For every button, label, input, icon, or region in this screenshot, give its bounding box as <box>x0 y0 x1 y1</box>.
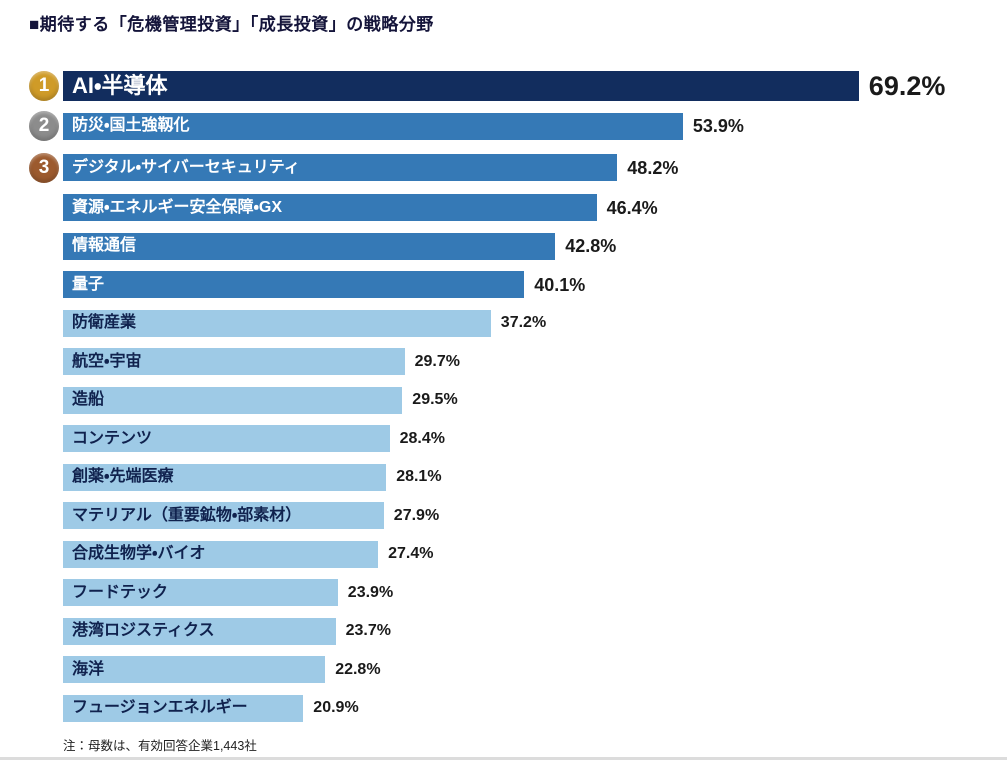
bar: 海洋 <box>63 656 326 683</box>
footnote: 注：母数は、有効回答企業1,443社 <box>63 738 257 753</box>
bar: AI・半導体 <box>63 71 859 101</box>
bar-row: マテリアル（重要鉱物・部素材） 27.9% <box>29 502 983 529</box>
bar-label: コンテンツ <box>72 429 153 447</box>
bar-row: コンテンツ 28.4% <box>29 425 983 452</box>
bar-value: 29.7% <box>414 352 460 370</box>
bar: フードテック <box>63 579 338 606</box>
bar-label: 防衛産業 <box>72 314 137 331</box>
bar-row: 港湾ロジスティクス 23.7% <box>29 617 983 645</box>
bar-row: 防衛産業 37.2% <box>29 309 983 337</box>
bar-label: 航空・宇宙 <box>72 352 142 370</box>
bar: 合成生物学・バイオ <box>63 540 379 568</box>
bar-label: 創薬・先端医療 <box>72 468 174 485</box>
bar-row: 1 AI・半導体 69.2% <box>29 71 983 101</box>
bar-value: 46.4% <box>606 197 658 218</box>
bar-label: AI・半導体 <box>72 73 168 98</box>
bar: 創薬・先端医療 <box>63 463 387 491</box>
bar-row: 量子 40.1% <box>29 271 983 298</box>
bar-label: フュージョンエネルギー <box>72 699 248 716</box>
bar-value: 27.9% <box>393 506 440 524</box>
bottom-divider <box>0 757 1007 760</box>
bar-value: 28.1% <box>396 468 442 485</box>
rank-badge-slot: 1 <box>29 71 63 101</box>
bar-value: 20.9% <box>313 699 359 716</box>
bar-value: 22.8% <box>335 660 381 678</box>
bar-label: 量子 <box>72 275 105 293</box>
bar-value: 29.5% <box>412 391 458 408</box>
bar: 資源・エネルギー安全保障・GX <box>63 194 597 221</box>
bar-row: フードテック 23.9% <box>29 579 983 606</box>
bar-value: 40.1% <box>534 274 586 295</box>
rank-badge-slot: 2 <box>29 111 63 141</box>
bar-value: 27.4% <box>388 545 434 562</box>
bar-label: 港湾ロジスティクス <box>72 622 215 639</box>
bar: マテリアル（重要鉱物・部素材） <box>63 502 384 529</box>
bar: フュージョンエネルギー <box>63 694 304 722</box>
bar-value: 37.2% <box>500 314 547 331</box>
bar-row: フュージョンエネルギー 20.9% <box>29 694 983 722</box>
chart-title: ■期待する「危機管理投資」「成長投資」の戦略分野 <box>29 15 434 34</box>
bar-row: 合成生物学・バイオ 27.4% <box>29 540 983 568</box>
bar-label: 造船 <box>72 391 105 408</box>
bar-row: 造船 29.5% <box>29 386 983 414</box>
bar-row: 情報通信 42.8% <box>29 232 983 260</box>
bar: コンテンツ <box>63 425 390 452</box>
bar: 情報通信 <box>63 232 556 260</box>
bar-value: 28.4% <box>399 429 445 447</box>
bar: デジタル・サイバーセキュリティ <box>63 154 618 181</box>
bar-value: 48.2% <box>627 157 679 178</box>
bar-row: 2 防災・国土強靱化 53.9% <box>29 111 983 141</box>
bar-label: フードテック <box>72 583 169 601</box>
bar-value: 23.7% <box>345 622 391 639</box>
bar-row: 創薬・先端医療 28.1% <box>29 463 983 491</box>
bar: 航空・宇宙 <box>63 348 405 375</box>
bar-row: 航空・宇宙 29.7% <box>29 348 983 375</box>
rank-badge-slot: 3 <box>29 152 63 183</box>
bar-row: 3 デジタル・サイバーセキュリティ 48.2% <box>29 152 983 183</box>
bar-label: 資源・エネルギー安全保障・GX <box>72 198 282 216</box>
bar: 港湾ロジスティクス <box>63 617 336 645</box>
rank-2-badge: 2 <box>29 111 59 141</box>
bar: 防衛産業 <box>63 309 491 337</box>
bar-row: 海洋 22.8% <box>29 656 983 683</box>
rank-3-badge: 3 <box>29 152 59 183</box>
bar-label: 防災・国土強靱化 <box>72 117 190 134</box>
bar-label: 海洋 <box>72 660 105 678</box>
bar-label: 合成生物学・バイオ <box>72 545 206 562</box>
bar-value: 53.9% <box>692 116 744 136</box>
bar: 防災・国土強靱化 <box>63 112 683 140</box>
bar: 量子 <box>63 271 525 298</box>
rank-1-badge: 1 <box>29 71 59 101</box>
bar-value: 42.8% <box>565 236 617 256</box>
bar-label: 情報通信 <box>72 237 137 254</box>
bar: 造船 <box>63 386 403 414</box>
bar-value: 23.9% <box>347 583 394 601</box>
bar-row: 資源・エネルギー安全保障・GX 46.4% <box>29 194 983 221</box>
bar-label: マテリアル（重要鉱物・部素材） <box>72 506 302 524</box>
bar-chart: 1 AI・半導体 69.2% 2 防災・国土強靱化 53.9% 3 デジタル・サイバーセキュリ… <box>29 71 983 722</box>
bar-value: 69.2% <box>868 70 946 101</box>
bar-label: デジタル・サイバーセキュリティ <box>72 158 300 176</box>
